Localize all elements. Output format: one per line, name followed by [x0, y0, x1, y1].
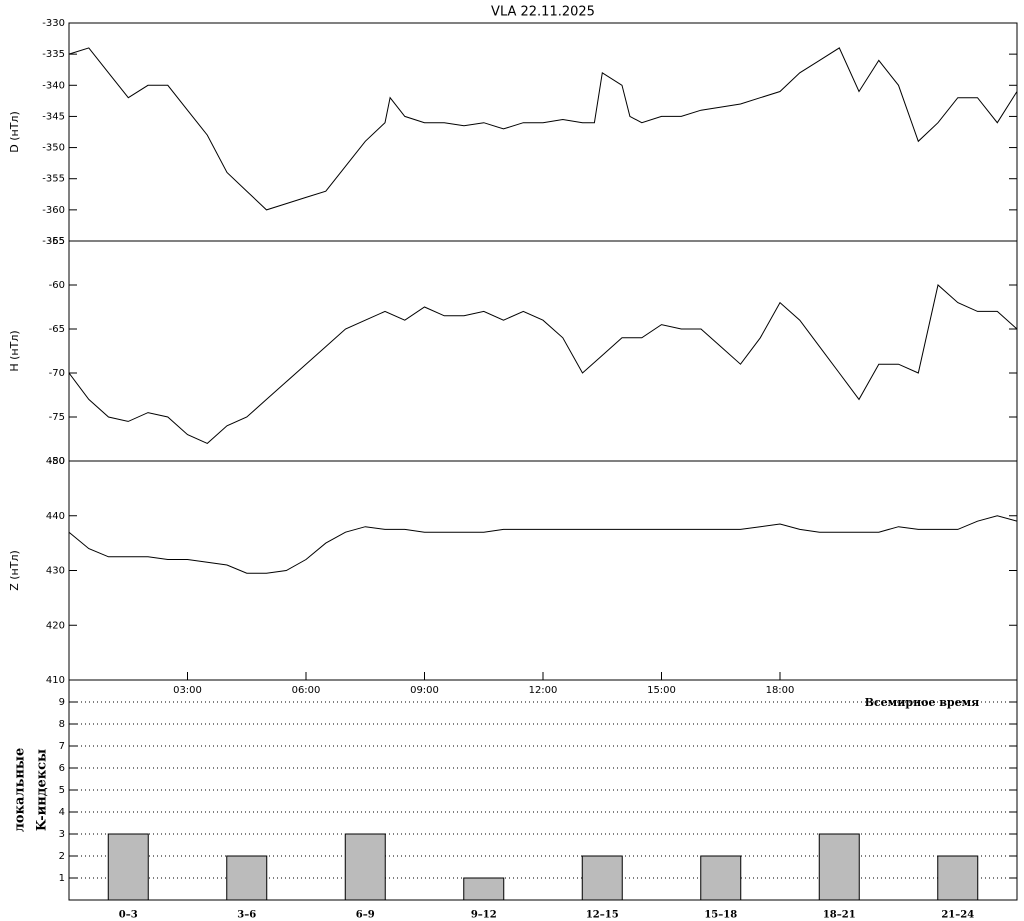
y-tick-label: 6	[59, 763, 65, 774]
x-tick-label: 12–15	[586, 910, 619, 921]
x-tick-label: 3–6	[237, 910, 256, 921]
y-tick-label: 410	[46, 675, 65, 686]
y-tick-label: -80	[49, 456, 65, 467]
x-tick-label: 03:00	[173, 685, 202, 696]
y-tick-label: 430	[46, 566, 65, 577]
x-tick-label: 18–21	[823, 910, 856, 921]
y-tick-label: 9	[59, 697, 65, 708]
chart-title: VLA 22.11.2025	[491, 5, 595, 20]
y-tick-label: -70	[49, 368, 65, 379]
x-tick-label: 06:00	[292, 685, 321, 696]
bar	[463, 877, 505, 901]
y-tick-label: -345	[42, 111, 65, 122]
y-tick-label: -60	[49, 280, 65, 291]
y-tick-label: 420	[46, 620, 65, 631]
y-tick-label: -75	[49, 412, 65, 423]
y-tick-label: 450	[46, 456, 65, 467]
x-tick-label: 18:00	[766, 685, 795, 696]
bar	[937, 855, 979, 901]
y-axis-label: D (нТл)	[8, 111, 21, 153]
x-tick-label: 9–12	[471, 910, 497, 921]
x-axis-label: Всемирное время	[865, 696, 980, 709]
x-tick-label: 21–24	[941, 910, 974, 921]
y-axis-label: Z (нТл)	[8, 550, 21, 591]
y-tick-label: 4	[59, 807, 65, 818]
y-tick-label: 1	[59, 873, 65, 884]
y-tick-label: -360	[42, 205, 65, 216]
y-tick-label: 7	[59, 741, 65, 752]
x-tick-label: 12:00	[529, 685, 558, 696]
y-tick-label: -365	[42, 236, 65, 247]
y-tick-label: -350	[42, 143, 65, 154]
data-line	[68, 515, 1018, 574]
y-tick-label: -330	[42, 18, 65, 29]
bar	[226, 855, 268, 901]
y-tick-label: -55	[49, 236, 65, 247]
bar	[818, 833, 860, 901]
y-tick-label: 440	[46, 511, 65, 522]
x-tick-label: 15:00	[647, 685, 676, 696]
y-axis-label: K-индексы	[35, 749, 50, 831]
bar	[581, 855, 623, 901]
y-tick-label: 2	[59, 851, 65, 862]
y-tick-label: -335	[42, 49, 65, 60]
y-tick-label: 3	[59, 829, 65, 840]
x-tick-label: 0–3	[119, 910, 138, 921]
x-tick-label: 6–9	[356, 910, 375, 921]
y-tick-label: -340	[42, 80, 65, 91]
y-axis-label: локальные	[13, 748, 28, 832]
data-line	[68, 47, 1018, 211]
x-tick-label: 09:00	[410, 685, 439, 696]
y-tick-label: 5	[59, 785, 65, 796]
y-tick-label: -355	[42, 174, 65, 185]
data-line	[68, 284, 1018, 444]
x-tick-label: 15–18	[704, 910, 737, 921]
y-tick-label: 8	[59, 719, 65, 730]
bar	[344, 833, 386, 901]
bar	[107, 833, 149, 901]
y-tick-label: -65	[49, 324, 65, 335]
y-axis-label: H (нТл)	[8, 330, 21, 371]
bar	[700, 855, 742, 901]
